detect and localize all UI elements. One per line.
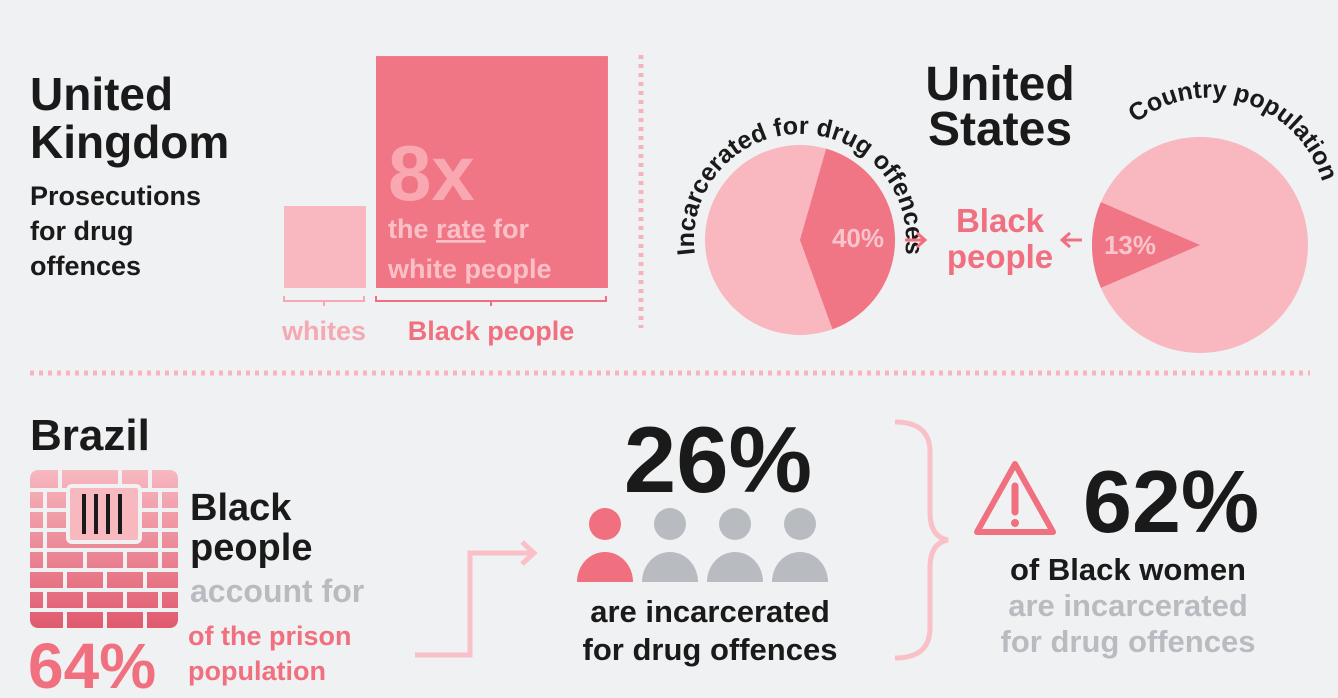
pie-wedge	[1092, 202, 1200, 288]
brazil-share-line: of the prison	[188, 621, 352, 651]
brazil-title: Brazil	[30, 411, 150, 460]
uk-subtitle: Prosecutions	[30, 181, 201, 211]
brazil-line: account for	[190, 573, 364, 609]
uk-squares	[284, 56, 608, 289]
drug-line: are incarcerated	[590, 594, 830, 629]
brazil-line: people	[190, 527, 312, 569]
uk-subtitle: offences	[30, 251, 141, 281]
pie-value-label: 13%	[1104, 230, 1156, 260]
women-line: of Black women	[1010, 552, 1246, 587]
pie-value-label: 40%	[832, 223, 884, 253]
us-title: States	[928, 103, 1072, 156]
us-center: Black	[956, 202, 1045, 239]
drug-line: for drug offences	[583, 632, 838, 667]
us-center: people	[947, 238, 1053, 275]
arrow	[905, 231, 928, 249]
women-share: 62%	[1083, 452, 1259, 551]
pie-wedge	[800, 148, 896, 330]
flow-arrow	[415, 540, 538, 658]
caption-part: rate	[436, 214, 486, 244]
brace	[894, 419, 949, 661]
caption-part: the	[388, 214, 436, 244]
caption: the rate for	[388, 214, 530, 244]
black-square	[376, 56, 608, 289]
uk-label: Black people	[408, 316, 575, 346]
drug-share: 26%	[624, 407, 812, 512]
women-line: are incarcerated	[1008, 588, 1248, 623]
caption: white people	[387, 254, 552, 284]
warning-icon	[974, 461, 1056, 535]
ratio-label: 8x	[388, 129, 475, 217]
bracket	[375, 296, 607, 306]
people-icons	[577, 508, 828, 582]
uk-title: Kingdom	[30, 116, 229, 168]
arrow	[1059, 231, 1082, 249]
brazil-share-line: population	[188, 656, 326, 686]
women-line: for drug offences	[1001, 624, 1256, 659]
caption-part: for	[486, 214, 530, 244]
brazil-line: Black	[190, 487, 292, 529]
uk-label: whites	[281, 316, 366, 346]
brazil-share: 64%	[28, 630, 156, 698]
pies: 40%Incarcerated for drug offences 13%Coun…	[672, 76, 1338, 353]
uk-title: United	[30, 68, 173, 120]
uk-subtitle: for drug	[30, 216, 133, 246]
prison-icon	[30, 470, 178, 628]
whites-square	[284, 206, 366, 288]
bracket	[283, 296, 365, 306]
us-title: United	[925, 58, 1074, 111]
